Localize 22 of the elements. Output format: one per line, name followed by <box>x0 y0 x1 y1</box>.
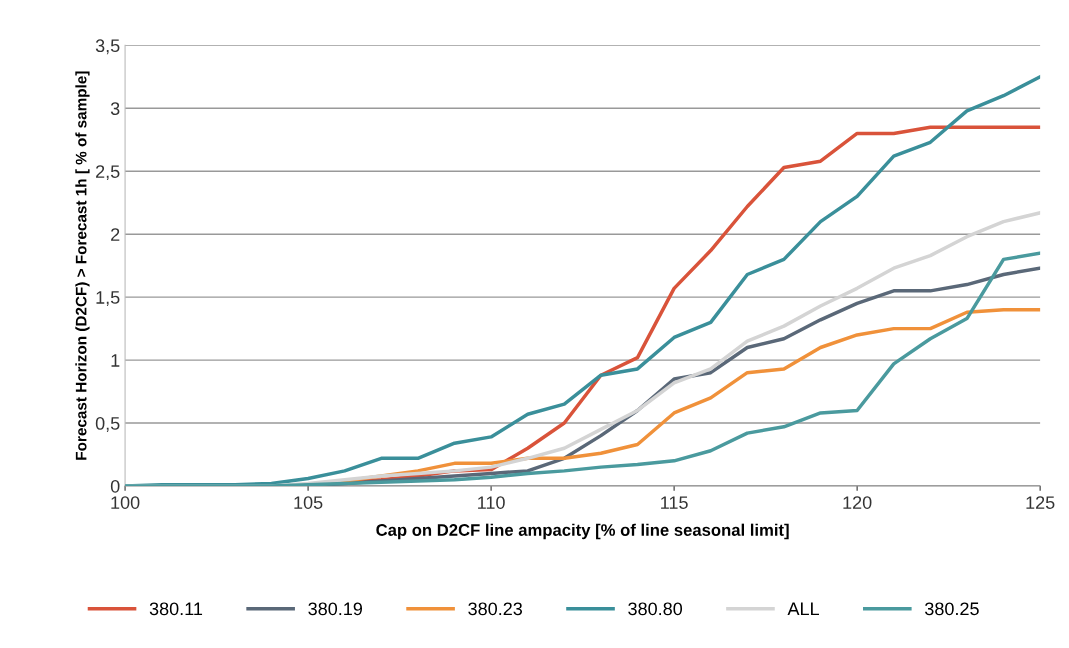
x-axis-title: Cap on D2CF line ampacity [% of line seasonal limit] <box>376 523 789 540</box>
y-axis-title: Forecast Horizon (D2CF) > Forecast 1h [ % of sample] <box>75 71 90 460</box>
y-tick-label: 0 <box>110 479 120 493</box>
x-tick-label: 100 <box>111 496 140 509</box>
legend-label: 380.23 <box>468 602 523 616</box>
x-tick-label: 120 <box>843 496 872 509</box>
x-tick-label: 115 <box>661 496 688 509</box>
y-tick-label: 3,5 <box>95 39 120 55</box>
legend-label: 380.25 <box>925 602 979 616</box>
legend-label: 380.80 <box>628 602 683 616</box>
y-tick-label: 0,5 <box>95 416 120 432</box>
x-tick-label: 110 <box>478 496 505 509</box>
x-tick-label: 125 <box>1026 496 1055 509</box>
x-tick-label: 105 <box>294 496 323 509</box>
y-tick-label: 3 <box>110 102 120 116</box>
y-tick-label: 2 <box>111 228 120 241</box>
y-tick-label: 2,5 <box>96 165 120 181</box>
legend-label: 380.19 <box>308 602 363 616</box>
y-tick-label: 1 <box>111 354 120 367</box>
y-tick-label: 1,5 <box>96 291 120 307</box>
legend-label: 380.11 <box>149 602 203 616</box>
legend-label: ALL <box>787 602 819 616</box>
